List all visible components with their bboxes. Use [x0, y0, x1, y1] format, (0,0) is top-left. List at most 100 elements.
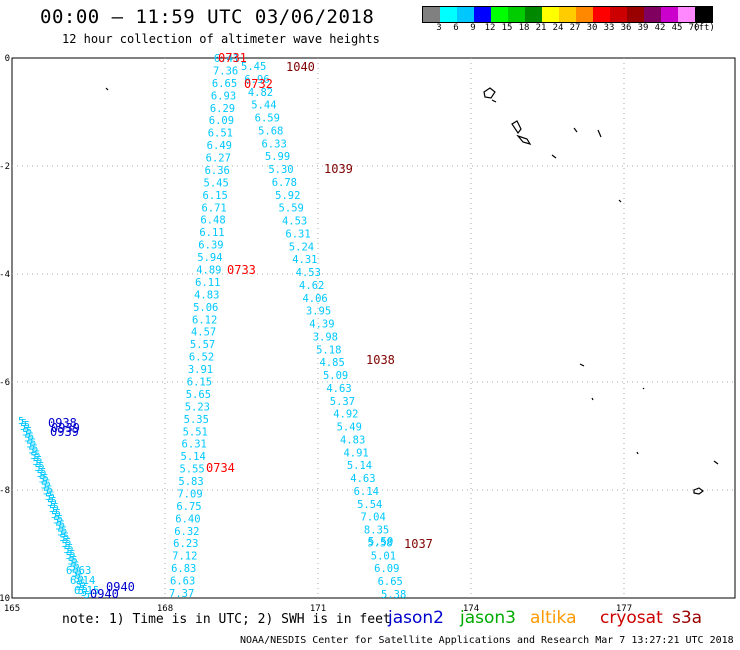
cluster-mark: 5 — [40, 471, 46, 482]
wave-height-label: 7.12 — [172, 551, 197, 563]
color-swatch — [508, 7, 525, 22]
color-swatch — [627, 7, 644, 22]
color-swatch — [661, 7, 678, 22]
cluster-track: 5555555555555555555555555555555555555555… — [18, 416, 99, 601]
time-label: 0939 — [50, 425, 79, 439]
cluster-value-label: 6.14 — [70, 575, 95, 587]
wave-height-label: 5.59 — [279, 203, 304, 215]
cluster-mark: 5 — [72, 568, 78, 579]
island-outline — [618, 199, 622, 203]
wave-height-label: 4.92 — [333, 409, 358, 421]
wave-height-label: 5.38 — [381, 589, 406, 601]
wave-height-label: 4.62 — [299, 280, 324, 292]
wave-height-label: 4.53 — [296, 267, 321, 279]
credit-line: NOAA/NESDIS Center for Satellite Applica… — [240, 635, 734, 646]
wave-height-label: 6.11 — [195, 277, 220, 289]
color-swatch — [423, 7, 440, 22]
wave-height-label: 5.24 — [289, 241, 314, 253]
wave-height-label: 6.12 — [192, 314, 217, 326]
wave-height-label: 4.89 — [196, 265, 221, 277]
satellite-legend-jason3: jason3 — [460, 608, 516, 628]
wave-height-label: 6.23 — [173, 538, 198, 550]
cluster-mark: 5 — [76, 567, 82, 578]
wave-height-label: 6.36 — [205, 165, 230, 177]
cluster-mark: 5 — [41, 480, 47, 491]
color-swatch — [576, 7, 593, 22]
cluster-mark: 5 — [58, 524, 64, 535]
color-swatch — [542, 7, 559, 22]
island-outline — [597, 129, 602, 138]
color-swatch — [678, 7, 695, 22]
cluster-mark: 5 — [23, 424, 29, 435]
time-label: 0940 — [90, 587, 119, 601]
wave-height-label: 5.14 — [347, 460, 372, 472]
x-tick-label: 177 — [616, 604, 632, 614]
color-scale-label: 33 — [603, 23, 615, 33]
cluster-mark: 5 — [72, 555, 78, 566]
cluster-mark: 5 — [74, 561, 80, 572]
wave-height-label: 5.65 — [186, 389, 211, 401]
wave-height-label: 5.01 — [371, 550, 396, 562]
wave-height-label: 6.31 — [285, 228, 310, 240]
satellite-legend-jason2: jason2 — [388, 608, 444, 628]
island-outline — [579, 363, 585, 367]
wave-height-label: 6.49 — [207, 140, 232, 152]
cluster-mark: 5 — [35, 463, 41, 474]
wave-height-label: 6.29 — [210, 103, 235, 115]
wave-height-label: 6.59 — [255, 113, 280, 125]
map-grid — [12, 58, 735, 598]
wave-height-label: 6.71 — [201, 202, 226, 214]
wave-height-label: 4.53 — [282, 216, 307, 228]
wave-height-label: 5.44 — [251, 100, 276, 112]
cluster-mark: 5 — [35, 459, 41, 470]
y-tick-label: -8 — [0, 486, 10, 496]
cluster-mark: 5 — [78, 586, 84, 597]
wave-height-label: 6.40 — [175, 513, 200, 525]
island-outline — [636, 451, 639, 455]
time-label: 0940 — [106, 580, 135, 594]
wave-height-label: 5.45 — [241, 61, 266, 73]
wave-height-label: 5.50 — [368, 536, 393, 548]
satellite-legend-altika: altika — [530, 608, 577, 628]
cluster-mark: 5 — [44, 482, 50, 493]
wave-height-label: 6.11 — [199, 227, 224, 239]
island-outline — [713, 460, 719, 465]
wave-height-label: 6.96 — [244, 74, 269, 86]
wave-height-label: 6.09 — [374, 563, 399, 575]
time-label: 1038 — [366, 353, 395, 367]
wave-height-label: 5.99 — [265, 151, 290, 163]
cluster-mark: 5 — [55, 522, 61, 533]
wave-height-label: 4.63 — [326, 383, 351, 395]
cluster-mark: 5 — [66, 551, 72, 562]
wave-height-label: 5.57 — [190, 339, 215, 351]
color-swatch — [610, 7, 627, 22]
wave-height-label: 5.35 — [184, 414, 209, 426]
cluster-mark: 5 — [71, 559, 77, 570]
island-outline — [573, 127, 578, 133]
time-label: 0938 — [48, 416, 77, 430]
color-scale-label: 15 — [501, 23, 513, 33]
y-tick-label: -4 — [0, 270, 10, 280]
cluster-mark: 5 — [29, 441, 35, 452]
island-outline — [693, 487, 704, 495]
cluster-mark: 5 — [73, 565, 79, 576]
wave-height-label: 4.91 — [343, 447, 368, 459]
x-tick-label: 168 — [157, 604, 173, 614]
island-outline — [516, 134, 532, 145]
cluster-mark: 5 — [38, 461, 44, 472]
cluster-mark: 5 — [43, 473, 49, 484]
wave-height-label: 6.48 — [200, 215, 225, 227]
wave-height-label: 5.45 — [204, 177, 229, 189]
color-swatch — [525, 7, 542, 22]
color-swatch — [474, 7, 491, 22]
map-title: 00:00 – 11:59 UTC 03/06/2018 — [40, 6, 375, 28]
cluster-mark: 5 — [60, 529, 66, 540]
map-note: note: 1) Time is in UTC; 2) SWH is in fe… — [62, 612, 391, 627]
cluster-mark: 5 — [57, 527, 63, 538]
cluster-mark: 5 — [51, 510, 57, 521]
cluster-mark: 5 — [64, 545, 70, 556]
cluster-mark: 5 — [52, 506, 58, 517]
wave-height-label: 5.37 — [330, 396, 355, 408]
time-label: 1040 — [286, 60, 315, 74]
wave-height-label: 4.85 — [320, 357, 345, 369]
